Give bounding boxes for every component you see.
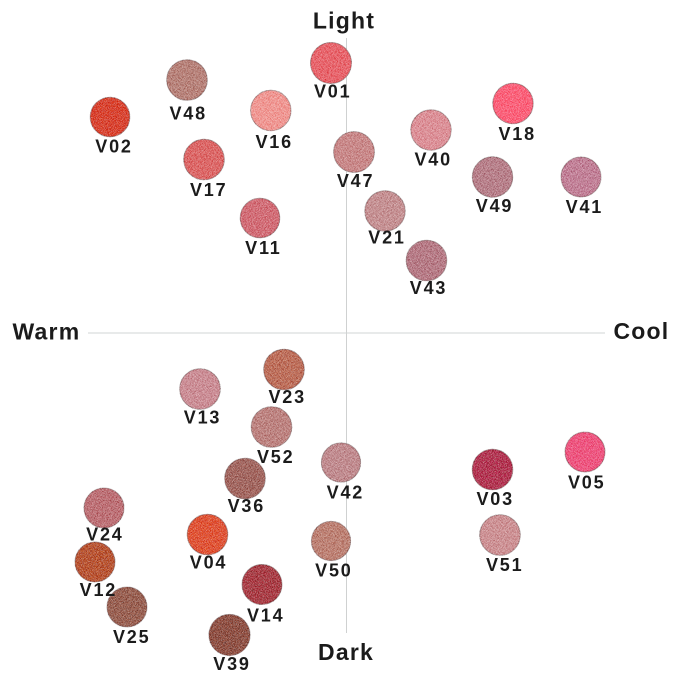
svg-text:V42: V42 — [327, 482, 364, 502]
svg-text:V39: V39 — [213, 654, 250, 674]
svg-text:V49: V49 — [476, 196, 513, 216]
svg-text:V03: V03 — [476, 489, 513, 509]
svg-text:V11: V11 — [245, 238, 281, 258]
svg-text:V18: V18 — [498, 124, 535, 144]
svg-text:V12: V12 — [80, 580, 117, 600]
svg-text:V43: V43 — [410, 278, 447, 298]
svg-text:V36: V36 — [228, 496, 265, 516]
svg-text:V02: V02 — [95, 137, 132, 157]
svg-text:V41: V41 — [566, 197, 603, 217]
svg-text:Dark: Dark — [318, 639, 374, 665]
svg-text:V05: V05 — [568, 473, 605, 493]
svg-text:V52: V52 — [257, 447, 294, 467]
svg-text:V24: V24 — [86, 525, 123, 545]
svg-text:Warm: Warm — [13, 319, 81, 345]
svg-text:V23: V23 — [268, 387, 305, 407]
svg-text:V14: V14 — [247, 606, 284, 626]
svg-text:V16: V16 — [255, 132, 292, 152]
svg-text:Light: Light — [313, 8, 375, 34]
svg-text:V47: V47 — [337, 171, 374, 191]
svg-text:V04: V04 — [190, 553, 227, 573]
svg-text:V50: V50 — [315, 561, 352, 581]
svg-text:V17: V17 — [190, 180, 227, 200]
svg-text:V51: V51 — [486, 555, 523, 575]
svg-text:V25: V25 — [113, 627, 150, 647]
svg-text:V40: V40 — [414, 150, 451, 170]
svg-text:V01: V01 — [314, 82, 351, 102]
svg-text:Cool: Cool — [614, 318, 670, 344]
svg-text:V21: V21 — [368, 228, 405, 248]
svg-text:V48: V48 — [169, 104, 206, 124]
svg-text:V13: V13 — [184, 408, 221, 428]
